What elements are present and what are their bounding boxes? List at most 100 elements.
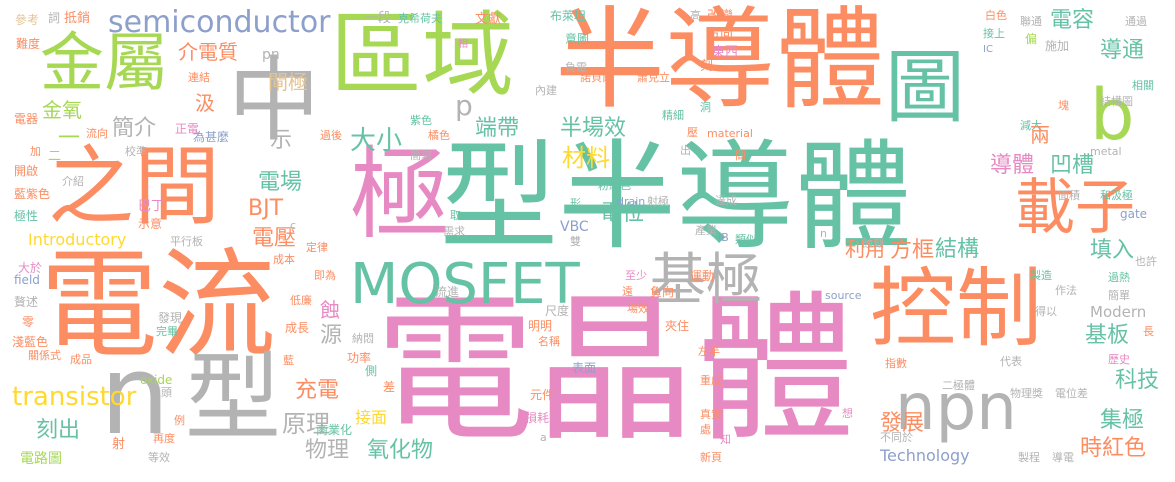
word-metal: 金屬 — [40, 27, 168, 101]
word-side: 側 — [365, 364, 378, 378]
word-collector: 集極 — [1100, 408, 1145, 433]
word-add: 加 — [30, 145, 41, 158]
word-modern: Modern — [1090, 303, 1147, 321]
word-diode: 二極體 — [942, 379, 975, 392]
word-p: p — [455, 89, 473, 122]
word-introductory: Introductory — [28, 230, 127, 249]
word-two-zh: 二 — [48, 149, 62, 164]
word-overheat: 過熱 — [1108, 271, 1130, 284]
word-one: 一 — [58, 126, 81, 151]
word-etch: 蝕 — [320, 298, 340, 322]
word-surface: 表面 — [572, 361, 597, 375]
word-connect-on: 接上 — [983, 27, 1005, 40]
word-example: 例 — [174, 414, 185, 427]
word-complete: 完畢 — [156, 325, 178, 338]
word-name: 名稱 — [538, 335, 560, 348]
word-change: 改變 — [707, 9, 734, 24]
word-size: 大小 — [350, 126, 403, 156]
word-fill-in: 填入 — [1090, 238, 1135, 263]
word-zero: 零 — [22, 315, 35, 329]
word-charge: 充電 — [295, 378, 340, 403]
word-represent: 代表 — [1000, 355, 1022, 368]
word-field-effect: 場效 — [627, 302, 649, 315]
word-obviously: 明明 — [528, 319, 553, 333]
word-puzzled: 納悶 — [352, 332, 374, 345]
word-introduce: 介紹 — [62, 175, 84, 188]
word-ib: IB — [718, 231, 729, 244]
word-grow: 成長 — [285, 321, 310, 335]
word-dielectric: 介電質 — [178, 40, 238, 64]
word-term: 詞 — [48, 11, 61, 25]
word-calibrate: 校準 — [125, 145, 147, 158]
word-white: 白色 — [985, 9, 1007, 22]
word-voltage: 電壓 — [252, 226, 297, 251]
word-metal-oxide: 金氧 — [42, 98, 82, 122]
word-bjt: BJT — [248, 196, 284, 221]
word-ic: IC — [983, 44, 993, 55]
word-source-zh: 源 — [320, 323, 343, 348]
word-potential-difference: 電位差 — [1055, 387, 1088, 400]
word-exponent: 指數 — [885, 357, 907, 370]
word-far: 遠 — [622, 285, 633, 298]
word-and-drain: 和汲極 — [1100, 189, 1133, 202]
word-things: 東西 — [712, 45, 739, 60]
word-middle: 中 — [228, 47, 321, 154]
word-demand: 需求 — [443, 225, 465, 238]
word-two: 兩 — [1030, 123, 1050, 147]
word-component: 元件 — [530, 388, 555, 402]
word-namely: 即為 — [314, 269, 336, 282]
word-carve: 刻 — [700, 59, 714, 74]
word-loss: 損耗 — [525, 411, 550, 425]
word-conductive: 導電 — [1052, 451, 1074, 464]
word-at-least: 至少 — [625, 269, 647, 282]
word-motion: 運動 — [690, 269, 715, 283]
word-arrow: 箭頭 — [150, 386, 172, 399]
word-source-en: source — [825, 289, 862, 302]
word-physics: 物理 — [305, 438, 350, 463]
word-literature: 文獻 — [475, 12, 502, 27]
word-pink: 粉紅色 — [598, 179, 631, 192]
word-process: 製程 — [1018, 451, 1040, 464]
word-principle: 原理 — [282, 410, 330, 438]
word-precise: 精細 — [662, 109, 684, 122]
word-afterwards: 過後 — [320, 129, 342, 142]
word-cost: 成本 — [273, 253, 295, 266]
word-long: 長 — [1143, 325, 1154, 338]
word-reduce: 減大 — [1020, 119, 1042, 132]
word-current: 電流 — [40, 236, 277, 374]
word-box: 方框 — [890, 238, 935, 263]
word-emit: 射 — [112, 437, 126, 452]
word-enable: 得以 — [1035, 305, 1057, 318]
word-law: 定律 — [306, 241, 328, 254]
word-technology-zh: 科技 — [1115, 368, 1160, 393]
word-appliance: 電器 — [14, 112, 39, 126]
word-diagram: 圖 — [885, 41, 965, 134]
word-gate-en: gate — [1120, 207, 1148, 221]
word-take: 取 — [450, 209, 461, 222]
word-again: 再度 — [153, 432, 175, 445]
word-gap: 間 — [735, 149, 746, 162]
word-finished-product: 成品 — [70, 353, 92, 366]
word-relation: 關係式 — [28, 349, 61, 362]
word-brattain: 布萊坦 — [550, 9, 587, 23]
word-commercialize: 商業化 — [316, 423, 353, 437]
word-clamp: 夾住 — [665, 319, 690, 333]
word-gate-zh: 閘極 — [268, 70, 308, 94]
word-link: 連結 — [188, 71, 210, 84]
word-blue: 藍 — [283, 354, 294, 367]
word-equivalent: 等效 — [148, 451, 170, 464]
word-reference: 參考 — [15, 13, 40, 27]
word-high: 高 — [690, 9, 701, 22]
word-show: 示 — [270, 128, 293, 153]
word-left-half: 左半 — [698, 345, 720, 358]
word-orange: 橘色 — [428, 129, 450, 142]
word-offset: 抵銷 — [64, 11, 91, 26]
word-why: 為甚麼 — [193, 130, 230, 144]
word-greater-than: 大於 — [18, 261, 43, 275]
word-polarity: 極性 — [14, 209, 39, 223]
word-utilize: 利用 — [845, 237, 885, 261]
word-circuit-diagram: 電路圖 — [20, 451, 62, 467]
word-mosfet: MOSFET — [350, 252, 580, 317]
word-semiconductor-zh: 半導體 — [555, 0, 885, 124]
